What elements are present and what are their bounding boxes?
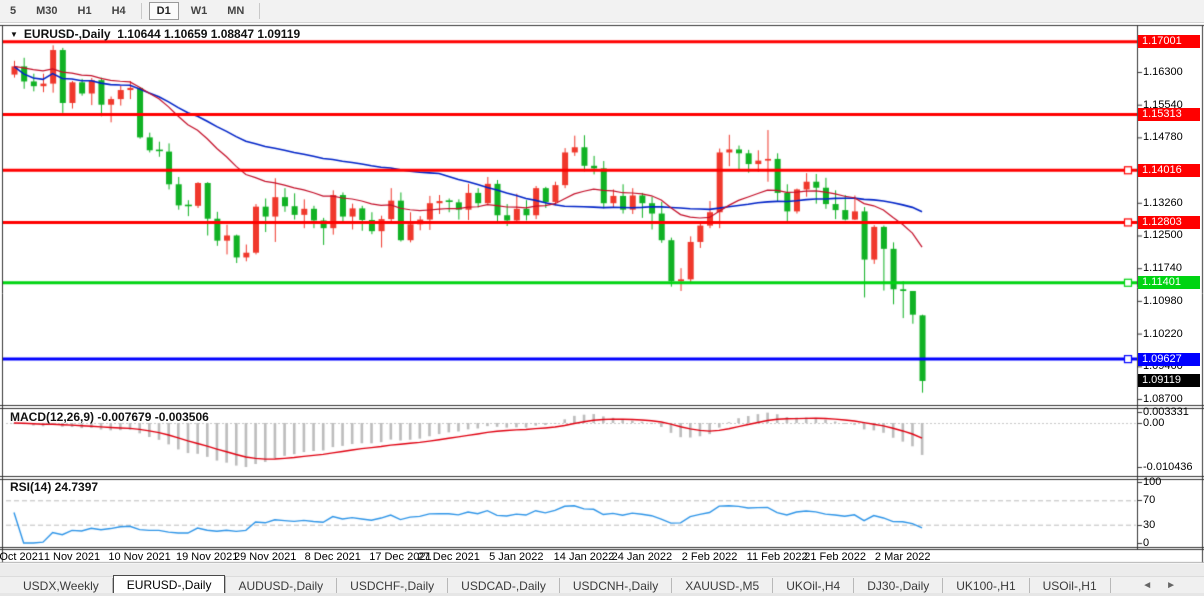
macd-axis-label: 0.00: [1143, 417, 1165, 429]
date-label: 19 Nov 2021: [175, 551, 239, 563]
chart-ohlc-values: 1.10644 1.10659 1.08847 1.09119: [117, 27, 301, 41]
price-axis-label: 1.14780: [1143, 131, 1183, 144]
hline-price-badge: 1.15313: [1138, 107, 1200, 121]
chart-tab-audusd-daily[interactable]: AUDUSD-,Daily: [225, 577, 338, 594]
chart-tab-usdx-weekly[interactable]: USDX,Weekly: [10, 577, 113, 594]
chart-symbol-label: EURUSD-,Daily: [23, 27, 111, 41]
price-axis-label: 1.08700: [1143, 392, 1183, 405]
hline-price-badge: 1.17001: [1138, 35, 1200, 49]
date-label: 5 Jan 2022: [489, 551, 544, 563]
date-label: 27 Dec 2021: [417, 551, 480, 563]
chart-tab-uk100-h1[interactable]: UK100-,H1: [943, 577, 1030, 594]
date-label: 22 Oct 2021: [0, 551, 44, 563]
hline-price-badge: 1.09627: [1138, 352, 1200, 366]
hline-price-badge: 1.12803: [1138, 215, 1200, 229]
price-axis-label: 1.10220: [1143, 327, 1183, 340]
date-label: 10 Nov 2021: [108, 551, 171, 563]
price-axis-label: 1.10980: [1143, 294, 1183, 307]
price-axis-label: 1.13260: [1143, 196, 1183, 209]
macd-axis-label: 0.003331: [1143, 406, 1189, 418]
period-button-5[interactable]: 5: [10, 5, 17, 17]
date-label: 2 Mar 2022: [874, 551, 931, 563]
chart-tab-usdcad-daily[interactable]: USDCAD-,Daily: [448, 577, 560, 594]
toolbar-separator: [259, 3, 261, 19]
date-label: 1 Nov 2021: [43, 551, 101, 563]
current-price-badge: 1.09119: [1138, 374, 1200, 388]
hline-price-badge: 1.11401: [1138, 276, 1200, 290]
chart-tab-ukoil-h4[interactable]: UKOil-,H4: [773, 577, 855, 594]
price-axis-label: 1.12500: [1143, 229, 1183, 242]
rsi-axis-label: 70: [1143, 494, 1156, 506]
tab-scroll-arrows[interactable]: ◄►: [1142, 580, 1190, 591]
chart-tab-usdcnh-daily[interactable]: USDCNH-,Daily: [560, 577, 673, 594]
date-label: 17 Dec 2021: [369, 551, 432, 563]
price-axis-label: 1.11740: [1143, 262, 1182, 275]
rsi-axis-label: 0: [1143, 537, 1150, 549]
chart-tab-usdchf-daily[interactable]: USDCHF-,Daily: [337, 577, 449, 594]
price-axis-label: 1.15540: [1143, 98, 1183, 111]
period-button-h1[interactable]: H1: [77, 5, 92, 17]
status-strip: [0, 593, 1204, 596]
date-label: 29 Nov 2021: [233, 551, 297, 563]
date-label: 8 Dec 2021: [304, 551, 361, 563]
price-axis-label: 1.16300: [1143, 65, 1183, 78]
chart-title: ▼ EURUSD-,Daily 1.10644 1.10659 1.08847 1…: [10, 27, 300, 41]
chevron-down-icon[interactable]: ▼: [10, 30, 18, 39]
date-label: 21 Feb 2022: [804, 551, 866, 563]
period-button-mn[interactable]: MN: [227, 5, 245, 17]
period-button-m30[interactable]: M30: [36, 5, 58, 17]
rsi-axis-label: 30: [1143, 519, 1156, 531]
toolbar-separator: [140, 3, 142, 19]
period-button-h4[interactable]: H4: [111, 5, 126, 17]
window-gutter: [0, 564, 1204, 576]
rsi-indicator-label: RSI(14) 24.7397: [10, 480, 99, 494]
date-label: 11 Feb 2022: [746, 551, 808, 563]
chart-tab-dj30-daily[interactable]: DJ30-,Daily: [854, 577, 944, 594]
chart-tab-eurusd-daily[interactable]: EURUSD-,Daily: [112, 575, 226, 594]
chart-tab-xauusd-m5[interactable]: XAUUSD-,M5: [672, 577, 774, 594]
date-label: 24 Jan 2022: [611, 551, 673, 563]
date-label: 14 Jan 2022: [553, 551, 615, 563]
period-button-d1[interactable]: D1: [148, 2, 179, 20]
timeframe-toolbar: 5 M30 H1 H4 D1 W1 MN: [0, 0, 1204, 23]
hline-price-badge: 1.14016: [1138, 163, 1200, 177]
chart-tab-usoil-h1[interactable]: USOil-,H1: [1030, 577, 1111, 594]
rsi-axis-label: 100: [1143, 476, 1162, 488]
date-label: 2 Feb 2022: [681, 551, 738, 563]
chart-tab-bar: USDX,Weekly EURUSD-,Daily AUDUSD-,Daily USD…: [0, 575, 1204, 594]
period-button-w1[interactable]: W1: [190, 5, 208, 17]
macd-axis-label: -0.010436: [1143, 461, 1193, 473]
macd-indicator-label: MACD(12,26,9) -0.007679 -0.003506: [10, 410, 209, 424]
